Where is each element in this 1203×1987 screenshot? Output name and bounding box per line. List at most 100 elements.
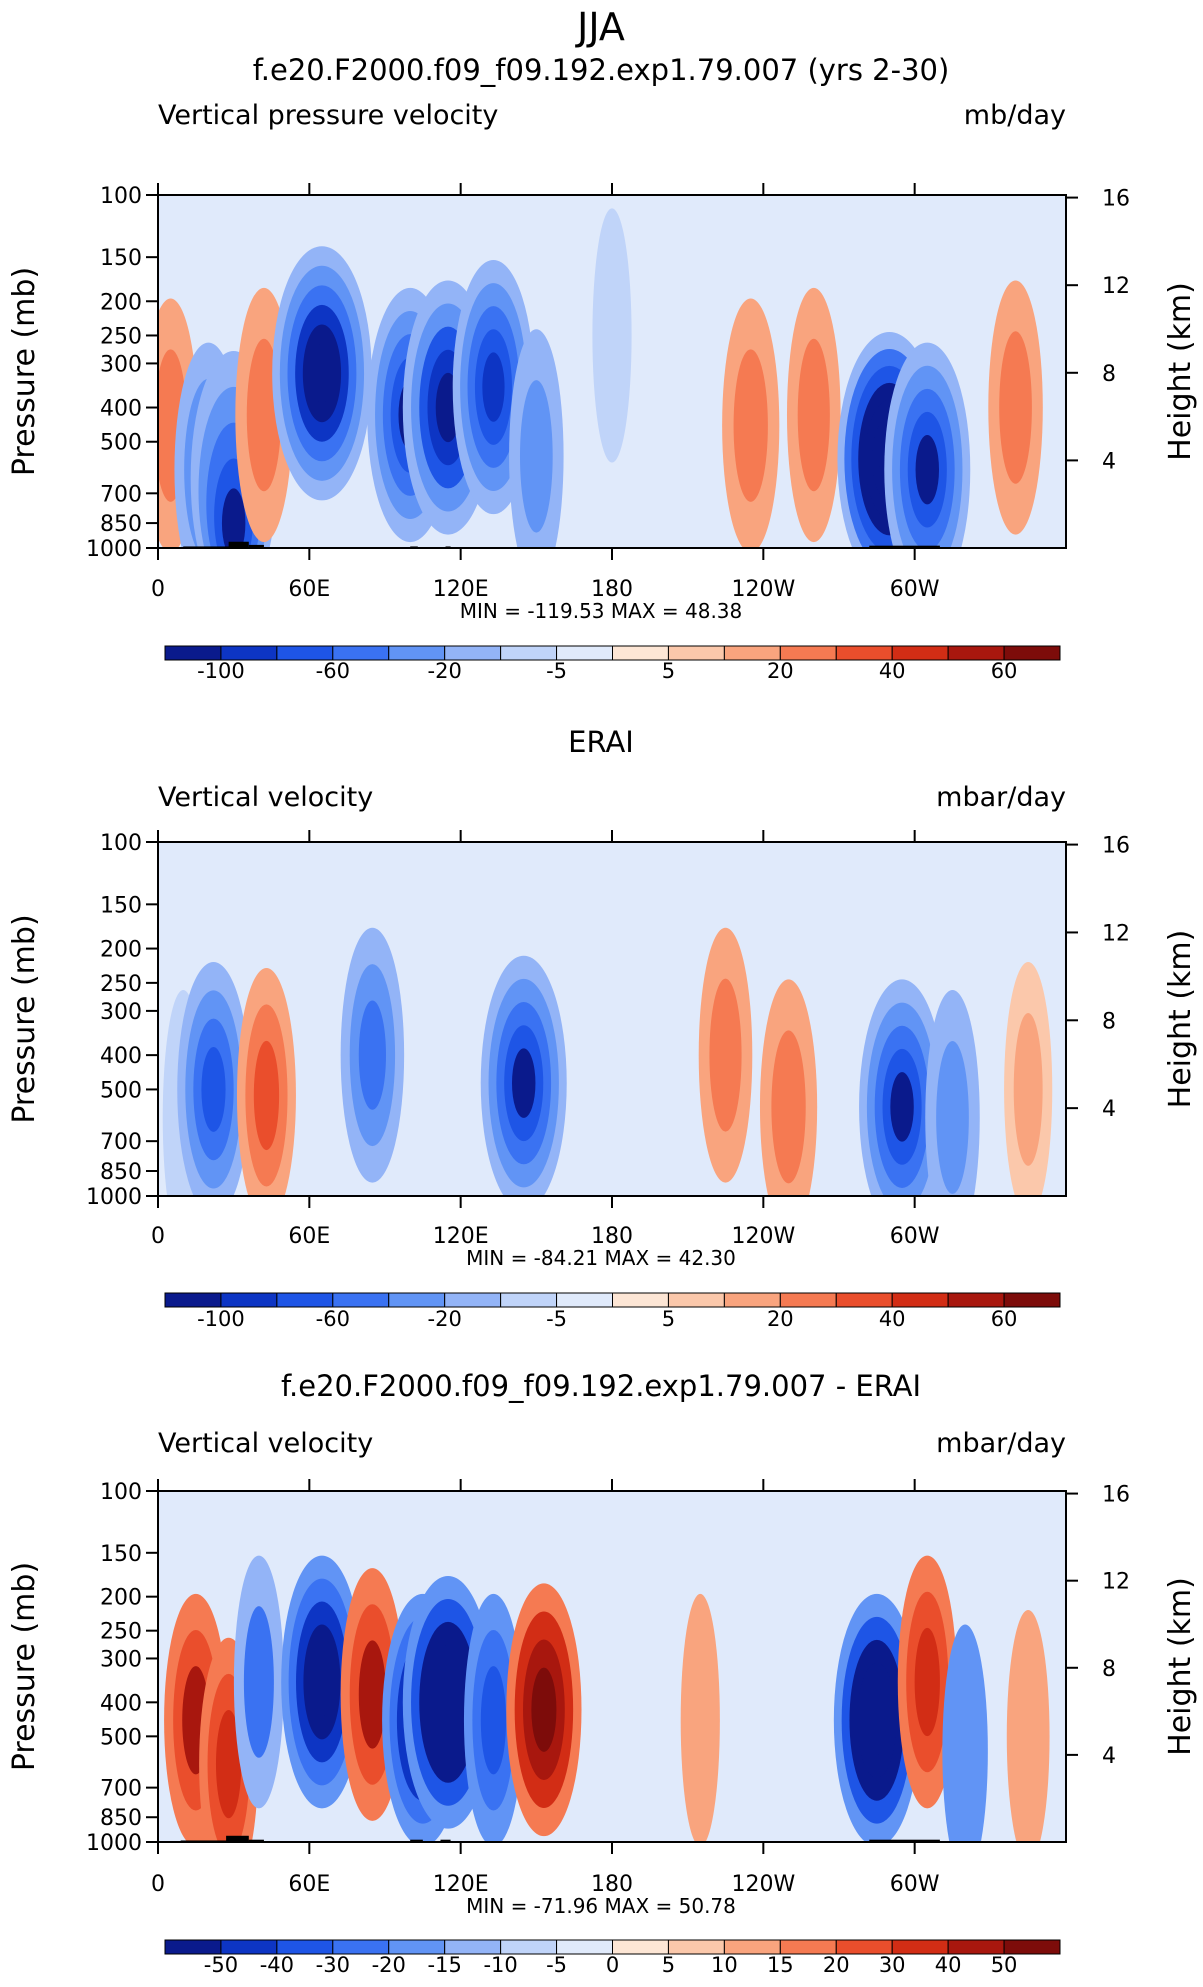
x-tick-label: 180 <box>591 1224 633 1249</box>
contour-region <box>201 1046 226 1132</box>
colorbar-label: -100 <box>197 659 245 683</box>
colorbar-label: -5 <box>546 1953 567 1977</box>
colorbar-swatch <box>556 1939 613 1955</box>
colorbar-swatch <box>947 1292 1005 1308</box>
y-tick-label: 400 <box>100 397 142 422</box>
colorbar-label: -60 <box>316 659 350 683</box>
y2-tick-label: 12 <box>1102 921 1130 946</box>
x-tick-label: 120W <box>731 577 795 602</box>
y-tick-label: 200 <box>100 938 142 963</box>
colorbar-swatch <box>891 645 949 661</box>
x-tick-label: 120E <box>433 1872 489 1897</box>
colorbar-swatch <box>723 1292 781 1308</box>
y2-tick-label: 4 <box>1102 1744 1116 1769</box>
colorbar-swatch <box>667 1939 725 1955</box>
colorbar-label: 5 <box>662 1307 675 1331</box>
x-tick-label: 60W <box>890 577 940 602</box>
colorbar-swatch <box>612 1292 669 1308</box>
panel-title: f.e20.F2000.f09_f09.192.exp1.79.007 - ER… <box>281 1369 921 1403</box>
y-tick-label: 500 <box>100 1725 142 1750</box>
x-tick-label: 60E <box>288 1224 330 1249</box>
colorbar-label: 60 <box>991 1307 1018 1331</box>
colorbar: -50 -40 -30 -20 -15 -10 -5 0 5 10 15 20 30 40 50 <box>164 1939 1061 1977</box>
x-tick-label: 0 <box>151 577 165 602</box>
contour-region <box>511 1048 536 1118</box>
topography-mask <box>869 1839 940 1842</box>
colorbar-label: -30 <box>316 1953 350 1977</box>
y-tick-label: 300 <box>100 1647 142 1672</box>
colorbar-swatch <box>164 645 222 661</box>
colorbar-label: 50 <box>991 1953 1018 1977</box>
x-tick-label: 120W <box>731 1872 795 1897</box>
y2-tick-label: 8 <box>1102 362 1116 387</box>
colorbar-label: 15 <box>767 1953 794 1977</box>
contour-region <box>942 1624 988 1842</box>
colorbar-swatch <box>779 1292 837 1308</box>
contour-region <box>480 1666 507 1775</box>
contour-region <box>243 1606 274 1758</box>
y-axis-label: Pressure (mb) <box>7 1562 42 1771</box>
contour-region <box>221 488 246 548</box>
contour-region <box>999 331 1032 484</box>
colorbar-swatch <box>723 1939 781 1955</box>
colorbar-swatch <box>500 1939 558 1955</box>
colorbar-label: 0 <box>606 1953 619 1977</box>
contour-region <box>358 1000 386 1110</box>
y-tick-label: 850 <box>100 1806 142 1831</box>
y-tick-label: 100 <box>100 1480 142 1505</box>
colorbar-swatch <box>332 1939 390 1955</box>
colorbar: -100 -60 -20 -5 5 20 40 60 <box>164 645 1061 683</box>
colorbar-swatch <box>947 645 1005 661</box>
colorbar-swatch <box>723 645 781 661</box>
y2-axis-label: Height (km) <box>1163 282 1198 461</box>
colorbar-swatch <box>667 1292 725 1308</box>
y-tick-label: 150 <box>100 246 142 271</box>
y-tick-label: 200 <box>100 1586 142 1611</box>
colorbar-swatch <box>612 645 669 661</box>
colorbar-label: -5 <box>546 659 567 683</box>
colorbar-swatch <box>1003 1939 1061 1955</box>
x-tick-label: 120E <box>433 1224 489 1249</box>
y2-tick-label: 16 <box>1102 834 1130 859</box>
colorbar-swatch <box>388 645 446 661</box>
colorbar-swatch <box>444 1292 502 1308</box>
colorbar-swatch <box>779 645 837 661</box>
y-tick-label: 250 <box>100 324 142 349</box>
y-tick-label: 100 <box>100 184 142 209</box>
colorbar-label: -20 <box>428 659 462 683</box>
colorbar-swatch <box>556 645 613 661</box>
colorbar-label: -60 <box>316 1307 350 1331</box>
colorbar-label: -40 <box>260 1953 294 1977</box>
contour-region <box>482 352 505 422</box>
contour-region <box>1013 1012 1043 1166</box>
x-tick-label: 60W <box>890 1872 940 1897</box>
x-tick-label: 180 <box>591 577 633 602</box>
colorbar-swatch <box>891 1292 949 1308</box>
colorbar-label: 20 <box>823 1953 850 1977</box>
contour-region <box>435 1667 461 1737</box>
contour-region <box>771 1030 806 1184</box>
colorbar-swatch <box>835 1939 893 1955</box>
colorbar-swatch <box>500 1292 558 1308</box>
min-max-stats: MIN = -71.96 MAX = 50.78 <box>466 1894 736 1918</box>
y2-tick-label: 12 <box>1102 1570 1130 1595</box>
y-tick-label: 500 <box>100 1078 142 1103</box>
x-tick-label: 60E <box>288 577 330 602</box>
colorbar-label: -5 <box>546 1307 567 1331</box>
colorbar-swatch <box>164 1939 222 1955</box>
y2-tick-label: 8 <box>1102 1657 1116 1682</box>
colorbar-swatch <box>556 1292 613 1308</box>
contour-region <box>531 1667 557 1752</box>
colorbar-label: 40 <box>935 1953 962 1977</box>
colorbar-swatch <box>612 1939 669 1955</box>
panel-3: f.e20.F2000.f09_f09.192.exp1.79.007 - ER… <box>7 1369 1198 1977</box>
y-tick-label: 500 <box>100 431 142 456</box>
colorbar-label: -100 <box>197 1307 245 1331</box>
colorbar-swatch <box>444 645 502 661</box>
y-tick-label: 700 <box>100 1130 142 1155</box>
colorbar-swatch <box>667 645 725 661</box>
figure-title: JJA <box>575 5 625 49</box>
colorbar-swatch <box>835 645 893 661</box>
contour-region <box>592 208 632 463</box>
